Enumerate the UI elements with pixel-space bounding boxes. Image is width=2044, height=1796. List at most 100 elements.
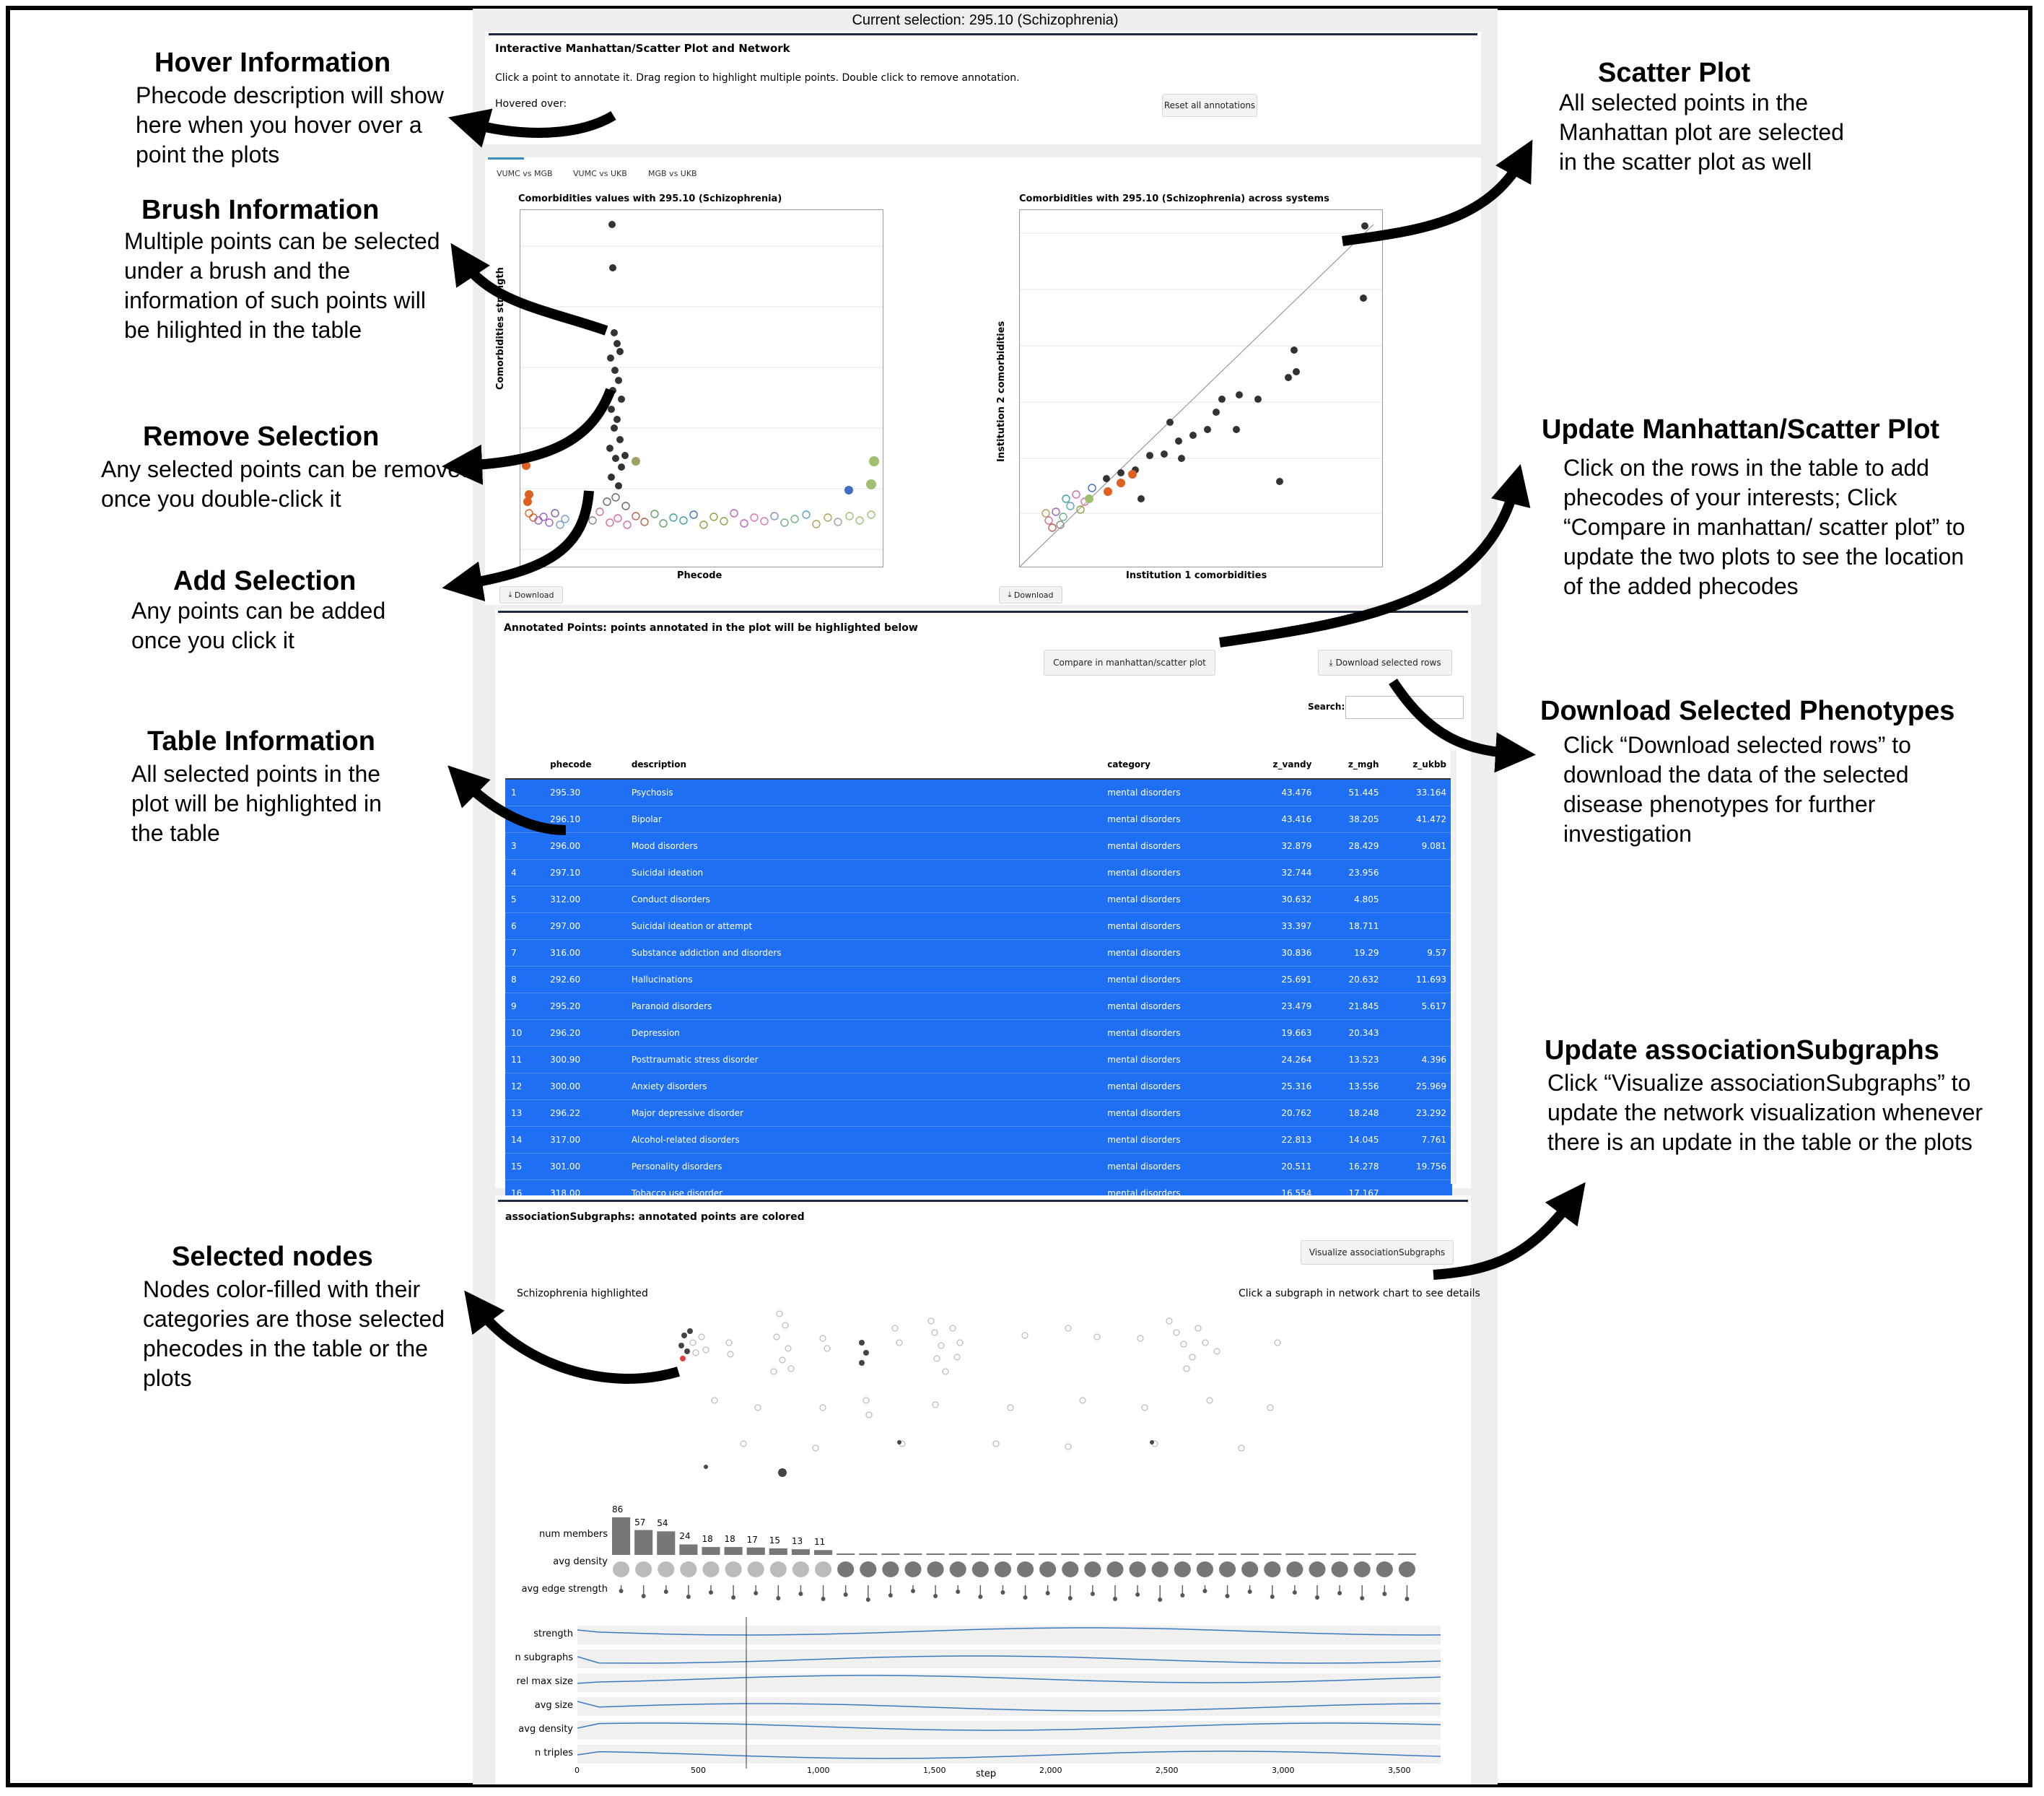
density-oval[interactable]: [658, 1561, 675, 1577]
compare-button[interactable]: Compare in manhattan/scatter plot: [1044, 650, 1215, 676]
density-oval[interactable]: [1286, 1561, 1303, 1577]
density-oval[interactable]: [792, 1561, 809, 1577]
member-bar[interactable]: [791, 1549, 810, 1555]
edge-strength-dot[interactable]: [821, 1597, 826, 1601]
member-bar[interactable]: [634, 1530, 653, 1555]
edge-strength-dot[interactable]: [1247, 1590, 1252, 1594]
edge-strength-dot[interactable]: [956, 1590, 961, 1594]
member-bar[interactable]: [1308, 1553, 1327, 1555]
density-oval[interactable]: [1309, 1561, 1326, 1577]
density-oval[interactable]: [949, 1561, 966, 1577]
density-oval[interactable]: [837, 1561, 855, 1577]
edge-strength-dot[interactable]: [865, 1597, 870, 1602]
edge-strength-dot[interactable]: [1000, 1590, 1005, 1595]
edge-strength-dot[interactable]: [933, 1594, 938, 1598]
density-oval[interactable]: [1241, 1561, 1259, 1577]
edge-strength-dot[interactable]: [978, 1595, 983, 1599]
member-bar[interactable]: [948, 1553, 967, 1555]
density-oval[interactable]: [994, 1561, 1011, 1577]
member-bar[interactable]: [1285, 1553, 1304, 1555]
density-oval[interactable]: [1331, 1561, 1348, 1577]
visualize-subgraphs-button[interactable]: Visualize associationSubgraphs: [1301, 1240, 1454, 1265]
edge-strength-dot[interactable]: [641, 1594, 646, 1598]
density-oval[interactable]: [725, 1561, 742, 1577]
density-oval[interactable]: [702, 1561, 720, 1577]
density-oval[interactable]: [1196, 1561, 1213, 1577]
edge-strength-dot[interactable]: [1023, 1595, 1028, 1600]
density-oval[interactable]: [904, 1561, 922, 1577]
edge-strength-dot[interactable]: [1292, 1590, 1297, 1595]
edge-strength-dot[interactable]: [798, 1592, 803, 1596]
member-bar[interactable]: [926, 1553, 945, 1555]
tab-mgb-ukb[interactable]: MGB vs UKB: [648, 169, 697, 178]
member-bar[interactable]: [1330, 1553, 1349, 1555]
density-oval[interactable]: [1039, 1561, 1057, 1577]
density-oval[interactable]: [1376, 1561, 1393, 1577]
table-row[interactable]: 7 316.00 Substance addiction and disorders…: [505, 939, 1452, 967]
table-row[interactable]: 5 312.00 Conduct disorders mental disorders…: [505, 886, 1452, 913]
member-bar[interactable]: [1263, 1553, 1282, 1555]
member-bar[interactable]: [859, 1553, 878, 1555]
member-bar[interactable]: [612, 1517, 631, 1555]
table-row[interactable]: 6 297.00 Suicidal ideation or attempt menta…: [505, 912, 1452, 940]
density-oval[interactable]: [1129, 1561, 1146, 1577]
density-oval[interactable]: [1017, 1561, 1034, 1577]
density-oval[interactable]: [1174, 1561, 1191, 1577]
member-bar[interactable]: [1195, 1553, 1214, 1555]
density-oval[interactable]: [1062, 1561, 1079, 1577]
edge-strength-dot[interactable]: [1090, 1592, 1095, 1596]
tab-vumc-ukb[interactable]: VUMC vs UKB: [573, 169, 627, 178]
table-row[interactable]: 9 295.20 Paranoid disorders mental disorder…: [505, 993, 1452, 1020]
col-z-ukbb[interactable]: z_ukbb: [1384, 751, 1452, 780]
density-oval[interactable]: [769, 1561, 787, 1577]
density-oval[interactable]: [1353, 1561, 1371, 1577]
col-description[interactable]: description: [625, 751, 1102, 780]
member-bar[interactable]: [746, 1547, 765, 1555]
edge-strength-dot[interactable]: [1067, 1596, 1073, 1600]
table-row[interactable]: 4 297.10 Suicidal ideation mental disorders…: [505, 859, 1452, 886]
density-oval[interactable]: [971, 1561, 989, 1577]
table-row[interactable]: 11 300.90 Posttraumatic stress disorder men…: [505, 1046, 1452, 1073]
edge-strength-dot[interactable]: [1180, 1593, 1185, 1597]
member-bar[interactable]: [993, 1553, 1012, 1555]
edge-strength-dot[interactable]: [1158, 1597, 1163, 1602]
density-oval[interactable]: [882, 1561, 899, 1577]
density-oval[interactable]: [635, 1561, 652, 1577]
edge-strength-dot[interactable]: [1337, 1591, 1342, 1595]
edge-strength-dot[interactable]: [619, 1589, 624, 1593]
scatter-plot[interactable]: [1019, 209, 1383, 567]
edge-strength-dot[interactable]: [754, 1591, 759, 1595]
member-bar[interactable]: [702, 1547, 720, 1555]
manhattan-download-button[interactable]: ⤓ Download: [499, 586, 563, 603]
member-bar[interactable]: [724, 1547, 743, 1555]
edge-strength-dot[interactable]: [1405, 1597, 1410, 1601]
table-row[interactable]: 15 301.00 Personality disorders mental diso…: [505, 1153, 1452, 1180]
density-oval[interactable]: [1084, 1561, 1101, 1577]
edge-strength-dot[interactable]: [888, 1593, 893, 1597]
edge-strength-dot[interactable]: [1045, 1591, 1050, 1595]
member-bar[interactable]: [1173, 1553, 1192, 1555]
member-bar[interactable]: [1128, 1553, 1147, 1555]
tab-vumc-mgb[interactable]: VUMC vs MGB: [497, 169, 553, 178]
member-bar[interactable]: [769, 1548, 787, 1555]
col-phecode[interactable]: phecode: [544, 751, 626, 780]
edge-strength-dot[interactable]: [1202, 1589, 1207, 1593]
table-row[interactable]: 8 292.60 Hallucinations mental disorders 25.…: [505, 966, 1452, 993]
member-bar[interactable]: [1375, 1553, 1394, 1555]
density-oval[interactable]: [1398, 1561, 1415, 1577]
member-bar[interactable]: [679, 1544, 698, 1555]
member-bar[interactable]: [1241, 1553, 1259, 1555]
member-bar[interactable]: [1039, 1553, 1057, 1555]
table-row[interactable]: 2 296.10 Bipolar mental disorders 43.416 38.2…: [505, 806, 1452, 833]
download-selected-button[interactable]: ⤓ Download selected rows: [1318, 650, 1452, 676]
manhattan-plot[interactable]: [520, 209, 883, 567]
member-bar[interactable]: [1397, 1553, 1416, 1555]
density-oval[interactable]: [1106, 1561, 1124, 1577]
table-row[interactable]: 14 317.00 Alcohol-related disorders mental …: [505, 1126, 1452, 1154]
density-oval[interactable]: [1151, 1561, 1169, 1577]
network-chart[interactable]: [650, 1299, 1371, 1487]
member-bar[interactable]: [1083, 1553, 1102, 1555]
scatter-download-button[interactable]: ⤓ Download: [999, 586, 1062, 603]
density-oval[interactable]: [613, 1561, 630, 1577]
member-bar[interactable]: [904, 1553, 922, 1555]
